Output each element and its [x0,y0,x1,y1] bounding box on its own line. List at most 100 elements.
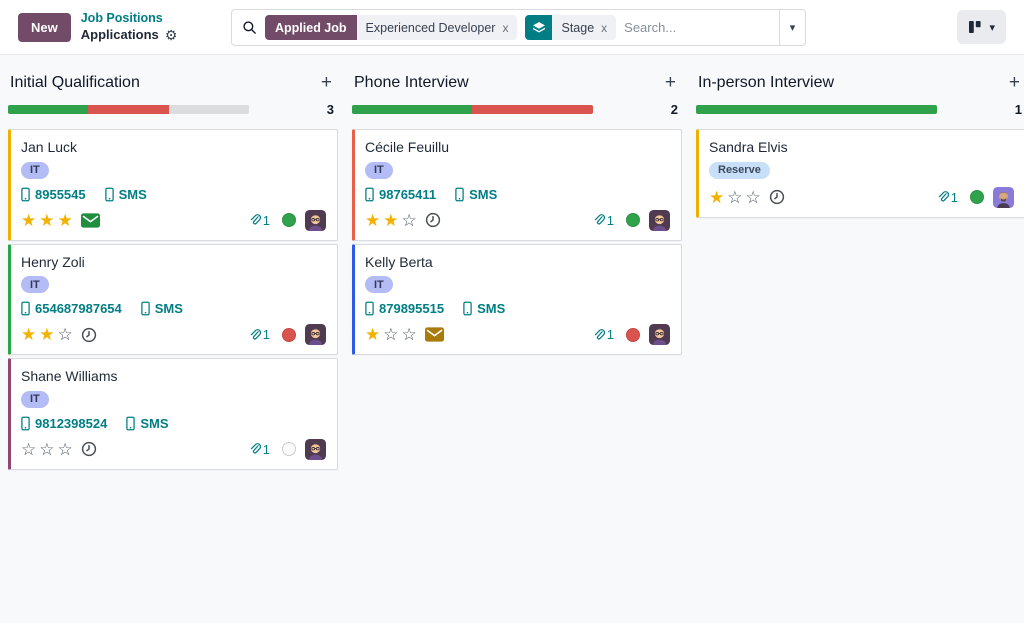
gear-icon[interactable]: ⚙ [164,26,178,43]
sms-link[interactable]: SMS [477,301,506,316]
new-button[interactable]: New [18,12,71,42]
view-switcher-button[interactable]: ▾ [957,10,1006,44]
add-record-icon[interactable]: + [320,72,332,93]
phone-link[interactable]: 879895515 [379,301,445,316]
priority-stars: ★ ☆ ☆ [709,189,761,206]
star-icon[interactable]: ☆ [745,187,761,207]
star-icon[interactable]: ☆ [57,325,73,344]
remove-groupby-icon[interactable]: x [601,20,608,35]
star-icon[interactable]: ☆ [57,439,73,459]
mobile-icon [455,187,464,202]
progress-segment[interactable] [88,105,169,114]
star-icon[interactable]: ☆ [401,210,417,230]
star-icon[interactable]: ★ [57,210,73,230]
progress-segment[interactable] [8,105,89,114]
kanban-state-icon[interactable] [282,442,296,456]
kanban-state-icon[interactable] [626,327,640,342]
avatar [305,324,326,345]
sms-link[interactable]: SMS [118,186,147,202]
column-progress-row: 2 [352,102,682,117]
tag-badge: Reserve [709,161,770,179]
star-icon[interactable]: ★ [365,325,381,344]
sms-link[interactable]: SMS [469,186,498,202]
star-icon[interactable]: ★ [383,210,399,230]
tag-badge: IT [365,161,393,179]
star-icon[interactable]: ★ [39,325,55,344]
phone-link[interactable]: 9812398524 [35,415,108,431]
mobile-icon [365,301,374,316]
search-input[interactable] [624,20,779,35]
kanban-state-icon[interactable] [970,190,984,204]
paperclip-icon [592,328,606,342]
applicant-name: Kelly Berta [365,253,433,270]
kanban-card-kelly-berta[interactable]: Kelly Berta IT 879895515 SMS ★ ☆ ☆ [352,243,682,355]
phone-link[interactable]: 8955545 [35,186,86,202]
star-icon[interactable]: ☆ [727,187,743,207]
star-icon[interactable]: ★ [709,187,725,207]
sms-link[interactable]: SMS [140,415,169,431]
progress-bar[interactable] [8,105,249,114]
star-icon[interactable]: ★ [365,210,381,230]
facet-label: Applied Job [265,15,357,40]
activity-clock-icon[interactable] [81,441,97,457]
phone-link[interactable]: 98765411 [379,186,437,202]
tag-badge: IT [21,276,49,293]
kanban-state-icon[interactable] [282,327,296,342]
kanban-card-cecile-feuillu[interactable]: Cécile Feuillu IT 98765411 SMS ★ ★ ☆ [352,129,682,241]
applicant-name: Sandra Elvis [709,139,788,155]
activity-clock-icon[interactable] [81,327,97,343]
column-progress-row: 3 [8,102,338,117]
progress-segment[interactable] [352,105,473,114]
tag-badge: IT [21,161,49,179]
progress-segment[interactable] [696,105,937,114]
priority-stars: ☆ ☆ ☆ [21,441,73,458]
kanban-card-henry-zoli[interactable]: Henry Zoli IT 654687987654 SMS ★ ★ ☆ [8,243,338,355]
progress-segment[interactable] [168,105,249,114]
activity-clock-icon[interactable] [425,212,441,228]
mobile-icon [21,416,30,431]
remove-filter-icon[interactable]: x [502,20,509,35]
progress-segment[interactable] [472,105,593,114]
kanban-state-icon[interactable] [282,213,296,227]
priority-stars: ★ ★ ☆ [365,212,417,229]
star-icon[interactable]: ☆ [401,325,417,344]
activity-envelope-icon[interactable] [80,212,100,228]
star-icon[interactable]: ★ [39,210,55,230]
star-icon[interactable]: ★ [21,210,37,230]
sms-link[interactable]: SMS [154,301,183,316]
avatar [649,209,670,231]
search-bar[interactable]: Applied Job Experienced Developer x Stag… [231,9,806,46]
progress-bar[interactable] [696,105,937,114]
activity-envelope-icon[interactable] [424,327,444,342]
kanban-card-sandra-elvis[interactable]: Sandra Elvis Reserve ★ ☆ ☆ [696,129,1024,218]
groupby-facet-stage: Stage x [525,15,617,40]
kanban-card-shane-williams[interactable]: Shane Williams IT 9812398524 SMS ☆ ☆ ☆ [8,358,338,470]
priority-stars: ★ ★ ☆ [21,326,73,343]
breadcrumb-job-positions[interactable]: Job Positions [80,11,163,26]
column-in-person-interview: In-person Interview + 1 Sandra Elvis Res… [696,69,1024,218]
kanban-board: Initial Qualification + 3 Jan Luck IT [0,55,1024,470]
star-icon[interactable]: ☆ [383,325,399,344]
paperclip-icon [248,328,262,342]
activity-clock-icon[interactable] [769,189,785,205]
star-icon[interactable]: ★ [21,325,37,344]
kanban-card-jan-luck[interactable]: Jan Luck IT 8955545 SMS ★ ★ ★ [8,129,338,241]
search-dropdown-toggle[interactable]: ▾ [779,10,805,45]
star-icon[interactable]: ☆ [39,439,55,459]
column-progress-row: 1 [696,102,1024,117]
add-record-icon[interactable]: + [1008,72,1020,93]
attachment-count: 1 [262,212,270,228]
attachment-indicator: 1 [248,442,270,457]
breadcrumb: Job Positions Applications ⚙ [81,11,178,43]
kanban-state-icon[interactable] [626,213,640,227]
facet-value-text: Stage [561,20,595,35]
paperclip-icon [936,190,950,204]
add-record-icon[interactable]: + [664,72,676,93]
progress-bar[interactable] [352,105,593,114]
facet-value-text: Experienced Developer [365,20,496,35]
tag-badge: IT [365,276,393,293]
star-icon[interactable]: ☆ [21,439,37,459]
phone-link[interactable]: 654687987654 [35,301,122,316]
column-title: In-person Interview [698,73,835,91]
